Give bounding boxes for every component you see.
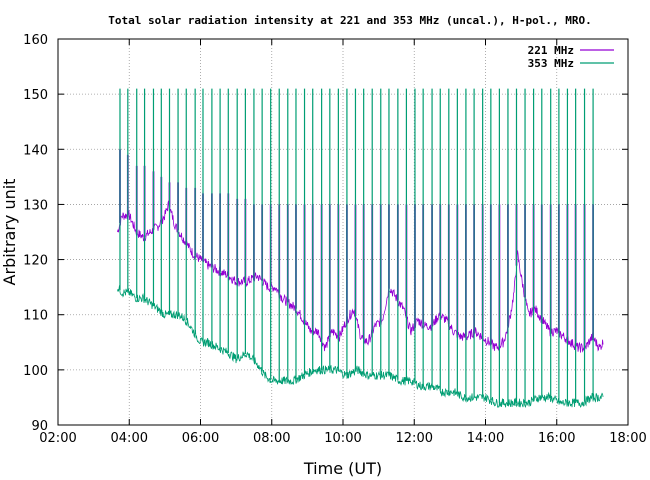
series-line-221 xyxy=(117,200,604,353)
legend-label-353: 353 MHz xyxy=(528,57,574,70)
x-tick-label: 08:00 xyxy=(253,431,290,446)
series-line-353 xyxy=(117,285,604,408)
y-tick-label: 150 xyxy=(23,88,48,103)
tick-layer: 02:00 04:00 06:00 08:00 10:00 12:00 14:00 16:00… xyxy=(23,33,647,446)
y-axis-label: Arbitrary unit xyxy=(0,179,19,286)
x-tick-label: 10:00 xyxy=(324,431,361,446)
y-tick-label: 90 xyxy=(31,419,48,434)
y-tick-label: 120 xyxy=(23,254,48,269)
y-tick-label: 140 xyxy=(23,143,48,158)
x-axis-label: Time (UT) xyxy=(303,459,382,478)
x-tick-label: 04:00 xyxy=(111,431,148,446)
legend-label-221: 221 MHz xyxy=(528,44,574,57)
data-layer xyxy=(117,88,604,408)
x-tick-label: 06:00 xyxy=(182,431,219,446)
x-tick-label: 02:00 xyxy=(39,431,76,446)
chart-title: Total solar radiation intensity at 221 a… xyxy=(108,14,591,27)
y-tick-label: 110 xyxy=(23,309,48,324)
y-tick-label: 130 xyxy=(23,198,48,213)
y-tick-label: 160 xyxy=(23,33,48,48)
x-tick-label: 12:00 xyxy=(396,431,433,446)
x-tick-label: 18:00 xyxy=(609,431,646,446)
x-tick-label: 14:00 xyxy=(467,431,504,446)
y-tick-label: 100 xyxy=(23,364,48,379)
legend: 221 MHz 353 MHz xyxy=(528,44,614,70)
x-tick-label: 16:00 xyxy=(538,431,575,446)
